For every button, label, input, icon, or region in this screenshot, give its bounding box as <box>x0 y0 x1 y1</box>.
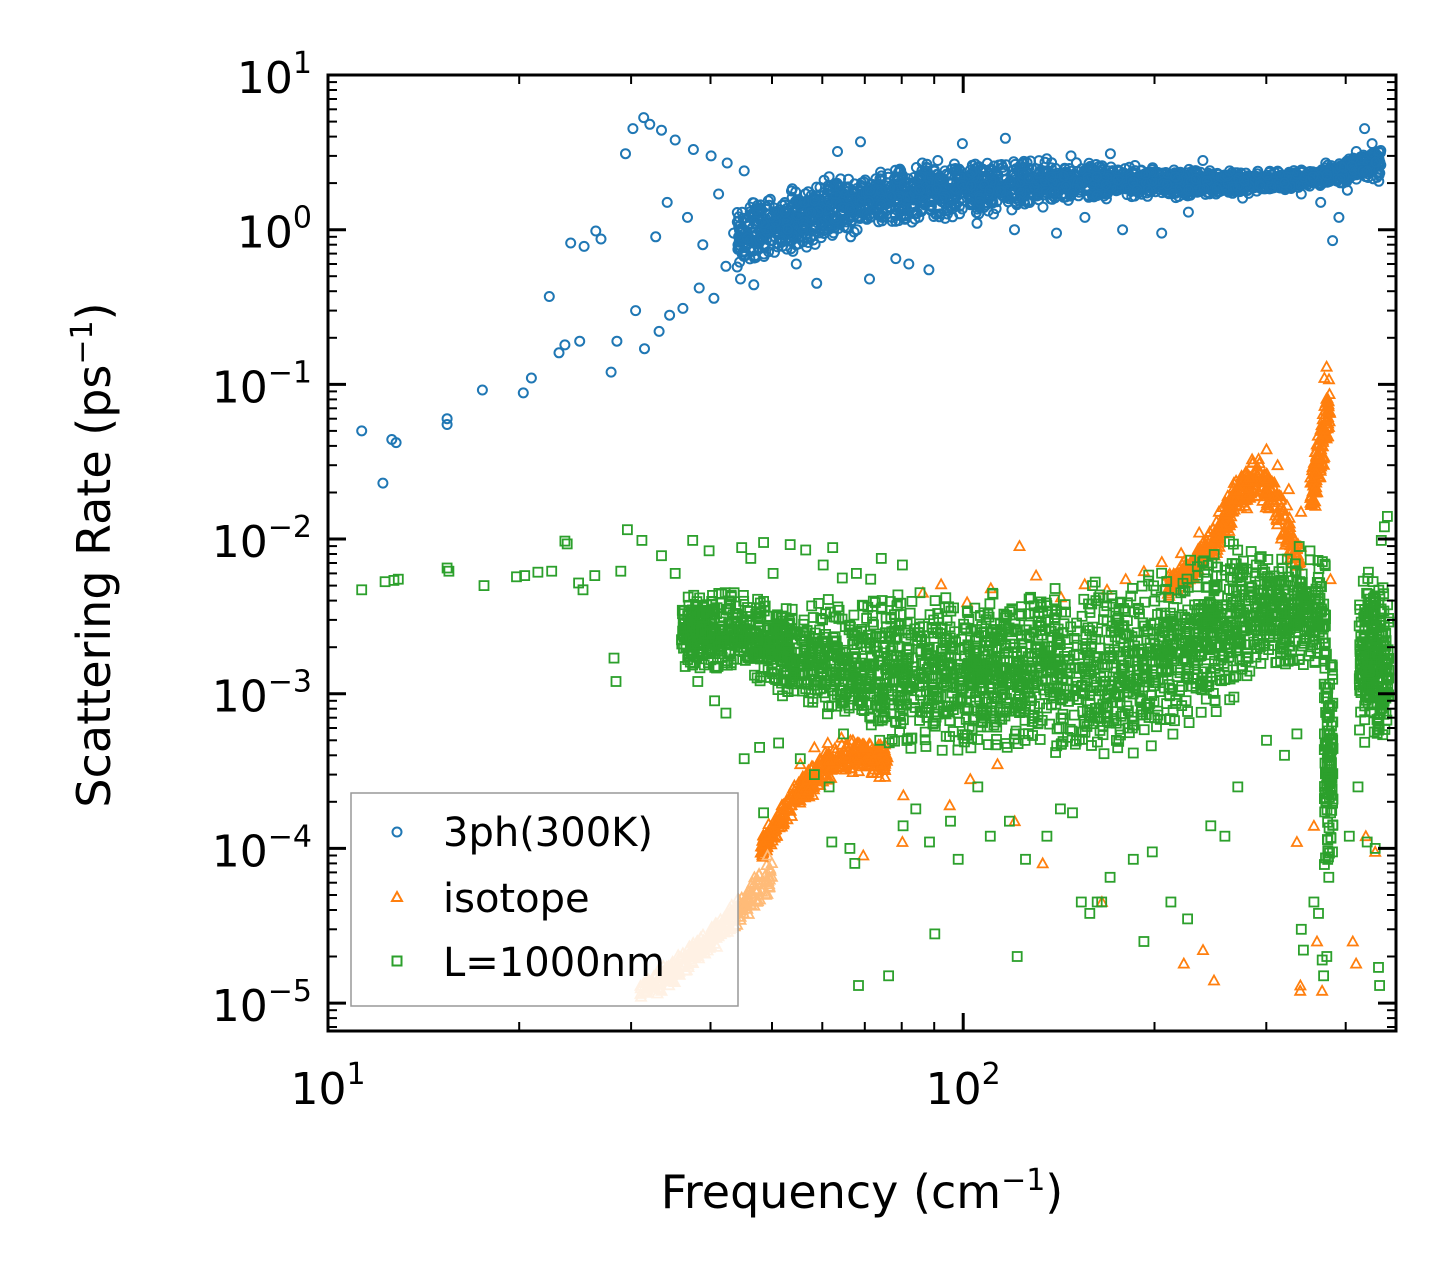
data-point <box>1063 163 1075 174</box>
data-point <box>1261 169 1273 181</box>
data-point <box>916 157 928 169</box>
data-point <box>769 246 780 258</box>
data-point <box>1129 165 1141 177</box>
data-point <box>996 159 1007 170</box>
data-point <box>1119 163 1131 175</box>
data-point <box>792 232 804 244</box>
data-point <box>987 197 999 209</box>
data-point <box>915 171 927 182</box>
data-point <box>1000 159 1012 171</box>
data-point <box>1100 193 1112 205</box>
data-point <box>1279 169 1291 181</box>
data-point <box>772 206 784 218</box>
data-point <box>731 207 743 218</box>
data-point <box>812 206 824 218</box>
data-point <box>1215 171 1226 183</box>
data-point <box>814 181 826 193</box>
data-point <box>988 208 999 220</box>
data-point <box>913 211 925 223</box>
data-point <box>808 229 820 241</box>
data-point <box>814 227 826 239</box>
data-point <box>826 229 838 241</box>
data-point <box>738 250 750 262</box>
data-point <box>805 207 817 219</box>
data-point <box>825 188 837 200</box>
data-point <box>886 215 898 227</box>
data-point <box>830 196 842 208</box>
data-point <box>1105 181 1117 193</box>
data-point <box>787 245 799 257</box>
data-point <box>1331 162 1342 174</box>
data-point <box>932 202 944 214</box>
data-point <box>755 215 767 227</box>
data-point <box>749 250 761 262</box>
data-point <box>1047 169 1059 181</box>
data-point <box>1070 157 1082 169</box>
data-point <box>1063 168 1075 180</box>
data-point <box>928 211 940 222</box>
data-point <box>895 165 907 177</box>
data-point <box>764 193 776 205</box>
data-point <box>955 172 966 184</box>
data-point <box>954 208 966 220</box>
data-point <box>1074 181 1086 193</box>
data-point <box>881 202 893 214</box>
data-point <box>916 205 927 217</box>
data-point <box>858 176 870 188</box>
data-point <box>913 172 925 184</box>
data-point <box>899 208 910 220</box>
series-0 <box>356 112 1387 489</box>
